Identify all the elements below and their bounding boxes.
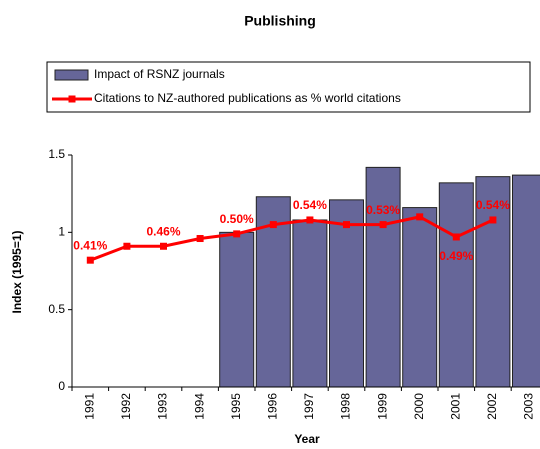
bar	[292, 219, 328, 388]
point-label: 0.53%	[366, 203, 400, 217]
x-tick-label: 1992	[119, 393, 133, 420]
bar	[475, 176, 511, 388]
x-tick-label: 1993	[156, 393, 170, 420]
legend-label: Citations to NZ-authored publications as…	[94, 91, 401, 105]
bar	[329, 199, 364, 388]
line-marker	[452, 233, 460, 241]
x-tick-label: 1998	[339, 393, 353, 420]
line-marker	[379, 221, 387, 229]
chart-title: Publishing	[244, 13, 316, 29]
bar	[365, 166, 401, 388]
x-tick-label: 1994	[192, 393, 206, 420]
bar	[402, 207, 438, 388]
x-tick-label: 1995	[229, 393, 243, 420]
x-tick-label: 2001	[448, 393, 462, 420]
x-tick-label: 1991	[82, 393, 96, 420]
bar	[438, 182, 474, 388]
line-marker	[416, 213, 424, 221]
point-label: 0.46%	[146, 224, 180, 238]
line-marker	[196, 235, 204, 243]
x-tick-label: 2002	[485, 393, 499, 420]
x-axis-title: Year	[294, 432, 320, 446]
line	[89, 215, 494, 262]
line-marker	[86, 256, 94, 264]
line-marker	[489, 216, 497, 224]
line-marker	[123, 242, 131, 250]
legend-swatch	[54, 69, 89, 81]
x-tick-label: 1997	[302, 393, 316, 420]
x-tick-label: 2003	[522, 393, 536, 420]
line-marker	[160, 242, 167, 250]
x-tick-label: 2000	[412, 393, 426, 420]
line-marker	[343, 221, 350, 229]
bar	[512, 174, 540, 388]
line-marker	[233, 230, 241, 238]
y-tick-label: 0.5	[48, 302, 65, 316]
line-marker	[269, 221, 277, 229]
point-label: 0.50%	[220, 212, 254, 226]
y-axis-title: Index (1995=1)	[10, 230, 24, 313]
line-marker	[306, 216, 314, 224]
point-label: 0.49%	[439, 249, 473, 263]
y-tick-label: 1	[58, 225, 65, 239]
x-tick-label: 1999	[375, 393, 389, 420]
point-label: 0.41%	[73, 238, 107, 252]
legend-marker	[68, 95, 76, 103]
legend-label: Impact of RSNZ journals	[94, 67, 225, 81]
bar	[219, 231, 255, 388]
y-tick-label: 0	[58, 379, 65, 393]
legend-box	[46, 61, 531, 113]
point-label: 0.54%	[293, 198, 327, 212]
x-tick-label: 1996	[265, 393, 279, 420]
point-label: 0.54%	[476, 198, 510, 212]
y-tick-label: 1.5	[48, 147, 65, 161]
